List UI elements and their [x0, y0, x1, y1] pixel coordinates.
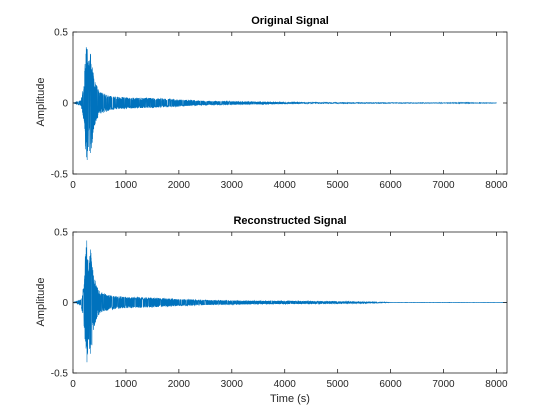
original-signal-title: Original Signal [251, 15, 329, 27]
original-signal-plot-area: 0 1000 2000 3000 4000 5000 6000 7000 8000-0.500.… [51, 28, 508, 192]
reconstructed-signal-xtick-label: 4000 [274, 379, 297, 390]
reconstructed-signal-xtick-label: 5000 [327, 379, 350, 390]
original-signal-xtick-label: 6000 [379, 180, 402, 191]
original-signal-xtick-label: 2000 [168, 180, 191, 191]
reconstructed-signal-xlabel: Time (s) [270, 393, 310, 405]
reconstructed-signal-ylabel: Amplitude [35, 278, 47, 327]
reconstructed-signal-title: Reconstructed Signal [233, 215, 346, 227]
reconstructed-signal-xtick-label: 2000 [168, 379, 191, 390]
reconstructed-signal-xtick-label: 8000 [485, 379, 508, 390]
original-signal-ylabel: Amplitude [35, 78, 47, 127]
original-signal-trace [73, 47, 497, 161]
reconstructed-signal-ytick-label: -0.5 [51, 369, 69, 380]
reconstructed-signal-xtick-label: 6000 [379, 379, 402, 390]
original-signal-ytick-label: 0 [62, 99, 68, 110]
reconstructed-signal-axes: Reconstructed Signal Amplitude Time (s) … [35, 215, 508, 405]
original-signal-ytick-label: 0.5 [54, 28, 68, 39]
reconstructed-signal-xtick-label: 3000 [221, 379, 244, 390]
original-signal-ytick-label: -0.5 [51, 170, 69, 181]
original-signal-xtick-label: 8000 [485, 180, 508, 191]
reconstructed-signal-ytick-label: 0.5 [54, 228, 68, 239]
reconstructed-signal-xtick-label: 1000 [115, 379, 138, 390]
reconstructed-signal-ytick-label: 0 [62, 298, 68, 309]
original-signal-xtick-label: 1000 [115, 180, 138, 191]
original-signal-axes: Original Signal Amplitude 0 1000 2000 3000 4… [35, 15, 508, 191]
original-signal-xtick-label: 5000 [327, 180, 350, 191]
original-signal-xtick-label: 3000 [221, 180, 244, 191]
original-signal-xtick-label: 7000 [432, 180, 455, 191]
reconstructed-signal-xtick-label: 7000 [432, 379, 455, 390]
original-signal-xtick-label: 4000 [274, 180, 297, 191]
reconstructed-signal-xtick-label: 0 [70, 379, 76, 390]
original-signal-xtick-label: 0 [70, 180, 76, 191]
reconstructed-signal-plot-area: 0 1000 2000 3000 4000 5000 6000 7000 8000-0.500.… [51, 228, 508, 391]
reconstructed-signal-trace [73, 240, 507, 363]
